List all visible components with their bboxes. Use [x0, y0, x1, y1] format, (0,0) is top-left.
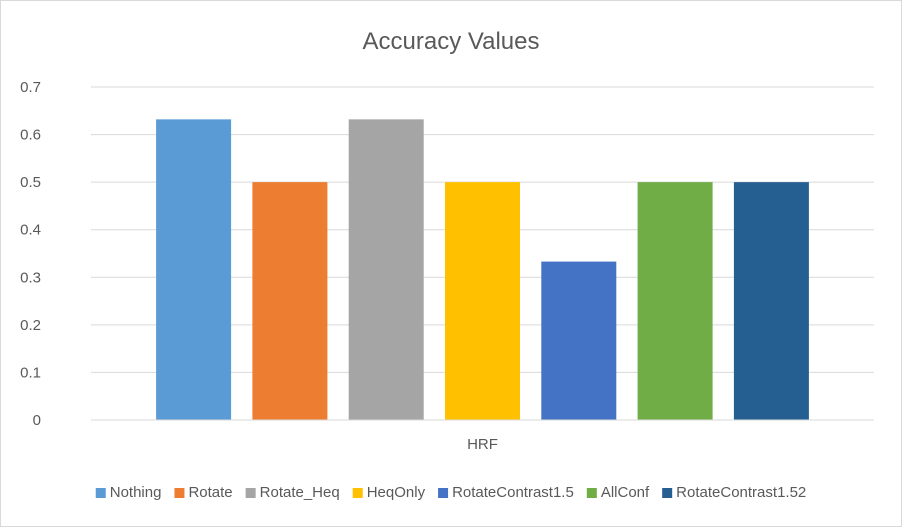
- bar-rotate: [252, 182, 328, 420]
- legend-item-nothing: Nothing: [95, 484, 162, 501]
- legend-item-rotatecontrast1-5: RotateContrast1.5: [438, 484, 574, 501]
- legend-label: RotateContrast1.52: [676, 484, 806, 501]
- legend-label: Rotate: [188, 484, 232, 501]
- legend-swatch: [662, 488, 673, 498]
- legend-swatch: [352, 488, 363, 498]
- legend-swatch: [438, 488, 449, 498]
- bars: [156, 119, 809, 420]
- y-tick-label: 0: [33, 412, 41, 429]
- legend-swatch: [95, 488, 106, 498]
- y-axis-ticks: 0 0.1 0.2 0.3 0.4 0.5 0.6 0.7: [20, 79, 41, 429]
- legend-item-heqonly: HeqOnly: [352, 484, 426, 501]
- legend-label: Nothing: [110, 484, 162, 501]
- bar-allconf: [637, 182, 713, 420]
- legend-label: Rotate_Heq: [260, 484, 340, 501]
- legend-item-rotatecontrast1-52: RotateContrast1.52: [662, 484, 806, 501]
- legend: Nothing Rotate Rotate_Heq HeqOnly RotateCont…: [95, 484, 806, 501]
- x-category-label: HRF: [467, 436, 498, 453]
- y-tick-label: 0.2: [20, 317, 41, 334]
- y-tick-label: 0.4: [20, 222, 41, 239]
- y-tick-label: 0.1: [20, 364, 41, 381]
- legend-label: HeqOnly: [367, 484, 426, 501]
- legend-swatch: [245, 488, 256, 498]
- bar-rotatecontrast1-5: [541, 261, 617, 420]
- y-tick-label: 0.5: [20, 174, 41, 191]
- y-tick-label: 0.3: [20, 269, 41, 286]
- bar-rotate-heq: [348, 119, 424, 420]
- legend-item-allconf: AllConf: [586, 484, 650, 501]
- y-tick-label: 0.7: [20, 79, 41, 96]
- legend-swatch: [174, 488, 185, 498]
- bar-heqonly: [445, 182, 520, 420]
- legend-label: RotateContrast1.5: [452, 484, 574, 501]
- legend-item-rotate-heq: Rotate_Heq: [245, 484, 340, 501]
- legend-item-rotate: Rotate: [174, 484, 233, 501]
- chart-title: Accuracy Values: [363, 28, 540, 55]
- legend-label: AllConf: [601, 484, 650, 501]
- bar-rotatecontrast1-52: [733, 182, 809, 420]
- bar-nothing: [156, 119, 232, 420]
- x-axis-categories: HRF: [467, 436, 498, 453]
- legend-swatch: [586, 488, 597, 498]
- y-tick-label: 0.6: [20, 127, 41, 144]
